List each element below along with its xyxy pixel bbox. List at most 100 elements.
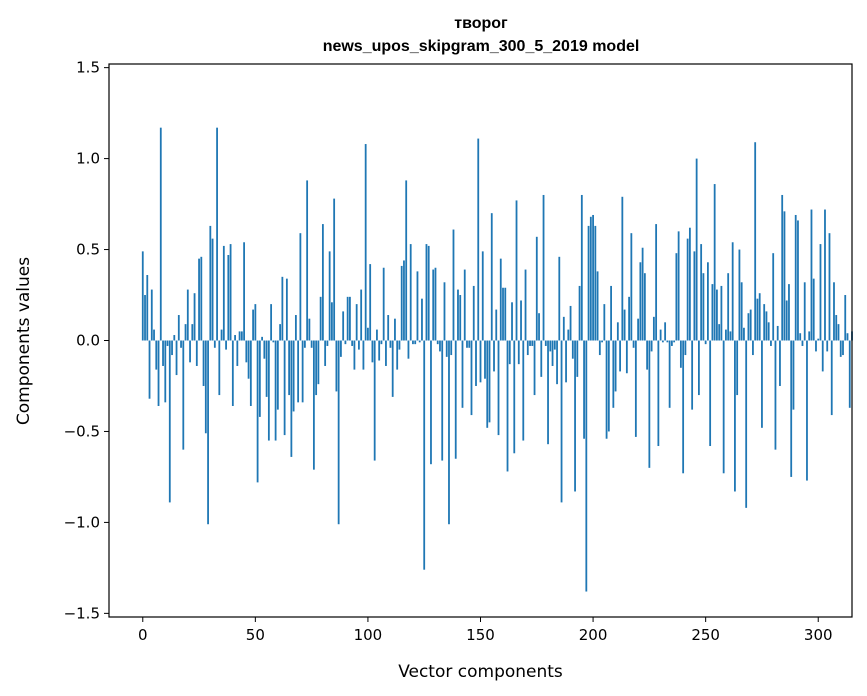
bar-31: [211, 238, 214, 341]
bar-180: [547, 340, 549, 445]
bar-208: [610, 285, 612, 341]
bar-179: [544, 340, 547, 346]
bar-275: [761, 340, 763, 428]
bar-174: [533, 340, 536, 396]
bar-44: [240, 331, 243, 341]
bar-87: [337, 340, 340, 525]
bar-34: [218, 340, 221, 396]
bar-314: [848, 340, 851, 408]
bar-13: [171, 340, 173, 356]
bar-119: [409, 244, 412, 341]
bar-83: [328, 251, 331, 341]
bar-293: [801, 340, 804, 346]
bar-279: [770, 340, 772, 346]
bar-291: [797, 220, 799, 341]
bar-88: [340, 340, 342, 357]
bar-274: [758, 293, 761, 341]
bar-150: [479, 340, 482, 383]
bar-131: [436, 340, 439, 345]
bar-169: [522, 340, 525, 441]
bar-35: [220, 329, 223, 341]
bar-series: [141, 127, 853, 592]
bar-177: [540, 340, 543, 377]
bar-103: [373, 340, 376, 461]
bar-240: [682, 340, 685, 474]
bar-75: [310, 340, 313, 348]
bar-253: [711, 284, 714, 341]
bar-93: [351, 340, 354, 346]
bar-120: [412, 340, 414, 345]
bar-129: [432, 269, 435, 341]
bar-218: [632, 340, 635, 348]
bar-166: [515, 200, 518, 341]
bar-145: [468, 340, 471, 348]
bar-191: [571, 340, 574, 359]
bar-142: [461, 340, 464, 408]
bar-121: [414, 340, 417, 345]
bar-199: [589, 216, 592, 341]
bar-149: [477, 138, 480, 341]
bar-206: [605, 340, 608, 439]
bar-227: [652, 316, 655, 341]
bar-237: [675, 253, 678, 341]
bar-46: [245, 340, 248, 363]
bar-66: [290, 340, 293, 457]
bar-127: [427, 245, 430, 341]
x-tick-label: 50: [246, 626, 265, 644]
bar-4: [150, 289, 153, 341]
bar-11: [166, 340, 169, 346]
x-axis-ticks: 0 50 100 150 200 250 300: [138, 617, 833, 644]
bar-290: [794, 214, 797, 341]
bar-182: [551, 340, 554, 366]
bar-282: [776, 325, 779, 341]
bar-60: [276, 340, 279, 410]
chart-title: творог: [454, 15, 508, 32]
bar-289: [792, 340, 795, 410]
bar-24: [195, 340, 198, 366]
bar-115: [400, 265, 403, 341]
bar-194: [578, 285, 581, 341]
bar-101: [369, 264, 372, 341]
x-tick-label: 0: [138, 626, 148, 644]
bar-265: [738, 249, 741, 341]
bar-203: [598, 340, 601, 356]
bar-130: [434, 267, 437, 341]
bar-63: [283, 340, 286, 436]
bar-81: [324, 340, 327, 366]
bar-168: [520, 300, 522, 341]
bar-165: [513, 340, 516, 454]
bar-17: [180, 340, 182, 348]
bar-209: [612, 340, 615, 408]
bar-306: [830, 340, 833, 416]
bar-109: [387, 315, 390, 341]
bar-2: [146, 275, 149, 341]
bar-310: [839, 340, 842, 357]
bar-32: [213, 340, 216, 348]
bar-38: [227, 255, 230, 341]
bar-159: [499, 258, 502, 341]
x-tick-label: 150: [466, 626, 495, 644]
bar-28: [204, 340, 207, 434]
bar-173: [531, 340, 534, 346]
bar-294: [803, 282, 806, 341]
bar-197: [585, 340, 588, 592]
bar-135: [445, 340, 448, 357]
bar-225: [648, 340, 651, 468]
bar-16: [177, 315, 180, 341]
bar-300: [817, 338, 820, 341]
bar-128: [430, 340, 432, 465]
bar-51: [256, 340, 259, 483]
bar-113: [396, 340, 399, 370]
bar-58: [272, 340, 275, 343]
bar-54: [263, 340, 266, 359]
bar-233: [666, 340, 669, 343]
bar-238: [677, 231, 680, 341]
bar-26: [200, 256, 203, 341]
bar-29: [207, 340, 209, 525]
bar-281: [774, 340, 777, 450]
bar-82: [326, 340, 329, 346]
bar-301: [819, 244, 822, 341]
bar-212: [619, 340, 621, 372]
bar-254: [713, 184, 716, 341]
bar-12: [168, 340, 171, 503]
